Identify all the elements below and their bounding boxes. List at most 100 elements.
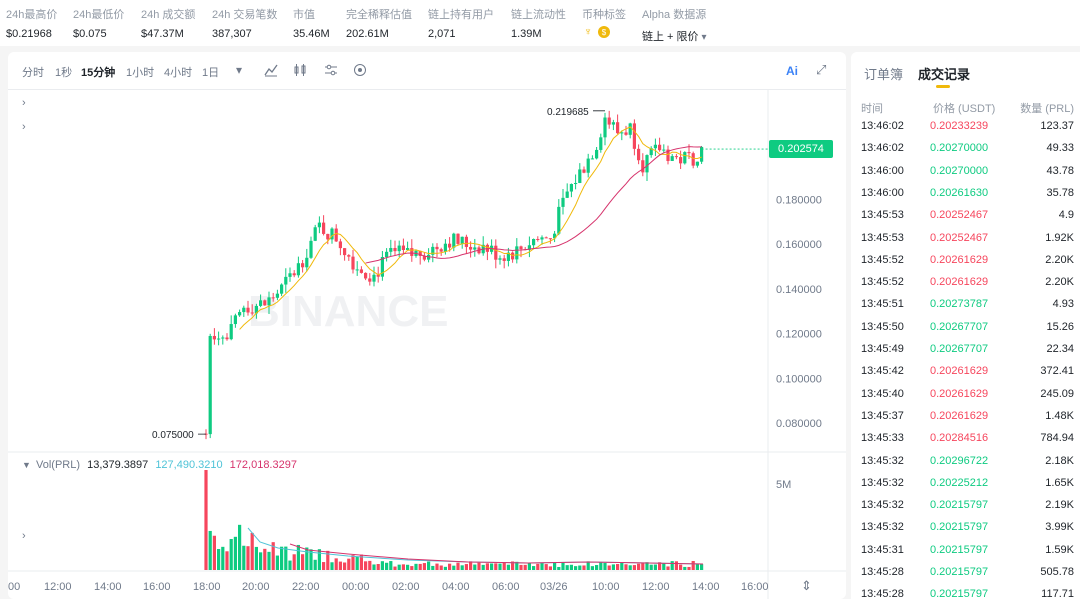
indicator-icon[interactable] bbox=[264, 63, 278, 77]
trade-price: 0.20270000 bbox=[930, 164, 989, 177]
trade-amount: 35.78 bbox=[1046, 186, 1074, 199]
token-tags: ♆ $ bbox=[582, 26, 626, 38]
trade-amount: 4.9 bbox=[1058, 209, 1074, 222]
candle-body bbox=[536, 238, 540, 240]
volume-legend: ▼ Vol(PRL) 13,379.3897 127,490.3210 172,… bbox=[22, 459, 297, 471]
volume-bar bbox=[254, 546, 258, 570]
chevron-right-icon[interactable]: › bbox=[22, 530, 26, 542]
candle-body bbox=[565, 191, 569, 198]
candle-body bbox=[624, 132, 628, 135]
volume-bar bbox=[221, 546, 225, 570]
candle-body bbox=[439, 249, 443, 252]
volume-bar bbox=[511, 561, 515, 570]
candle-type-icon[interactable] bbox=[293, 63, 307, 77]
ai-button[interactable]: Ai bbox=[786, 64, 798, 78]
candle-body bbox=[368, 278, 372, 282]
candle-body bbox=[595, 149, 599, 159]
trade-time: 13:45:28 bbox=[861, 566, 904, 578]
volume-bar bbox=[469, 561, 473, 570]
volume-bar bbox=[574, 566, 578, 570]
volume-bar bbox=[645, 562, 649, 570]
volume-bar bbox=[397, 564, 401, 570]
volume-bar bbox=[670, 561, 674, 570]
trade-amount: 505.78 bbox=[1040, 566, 1074, 578]
trade-amount: 117.71 bbox=[1041, 588, 1074, 599]
trade-time: 13:45:52 bbox=[861, 253, 904, 266]
trade-amount: 2.18K bbox=[1045, 454, 1074, 467]
volume-bar bbox=[389, 561, 393, 570]
candle-body bbox=[334, 228, 338, 242]
volume-bar bbox=[641, 562, 645, 570]
interval-option[interactable]: 分时 bbox=[22, 67, 44, 79]
volume-bar bbox=[557, 566, 561, 570]
stat-value: 35.46M bbox=[293, 28, 330, 40]
candle-body bbox=[574, 182, 578, 185]
volume-bar bbox=[502, 562, 506, 570]
candle-body bbox=[569, 184, 573, 192]
candle-body bbox=[292, 273, 296, 276]
trade-time: 13:45:28 bbox=[861, 588, 904, 599]
volume-bar bbox=[607, 565, 611, 570]
volume-bar bbox=[595, 565, 599, 570]
candle-body bbox=[637, 148, 641, 161]
candle-body bbox=[548, 238, 552, 240]
candle-body bbox=[242, 307, 246, 313]
candle-body bbox=[338, 241, 342, 249]
volume-bar bbox=[519, 564, 523, 570]
candle-body bbox=[317, 222, 321, 228]
y-tick-label: 0.180000 bbox=[776, 194, 822, 206]
interval-option[interactable]: 1秒 bbox=[55, 67, 73, 79]
data-source-select[interactable]: 链上 + 限价 bbox=[642, 28, 707, 44]
chevron-right-icon[interactable]: › bbox=[22, 97, 26, 109]
trade-amount: 784.94 bbox=[1040, 432, 1074, 445]
candle-body bbox=[561, 197, 565, 207]
candle-body bbox=[632, 123, 636, 149]
candle-body bbox=[649, 148, 653, 156]
fullscreen-icon[interactable]: ⤢ bbox=[816, 62, 827, 77]
volume-bar bbox=[616, 564, 620, 570]
interval-option[interactable]: 1日 bbox=[202, 67, 220, 79]
volume-bar bbox=[586, 561, 590, 570]
collapse-icon[interactable]: ▼ bbox=[22, 460, 31, 470]
interval-option[interactable]: 15分钟 bbox=[81, 67, 116, 79]
trade-price: 0.20225212 bbox=[930, 476, 989, 489]
volume-bar bbox=[250, 532, 254, 570]
volume-bar bbox=[565, 565, 569, 570]
volume-bar bbox=[322, 562, 326, 570]
trade-row: 13:45:32 0.20215797 3.99K bbox=[851, 517, 1080, 539]
volume-ma-line bbox=[247, 527, 704, 565]
y-tick-label: 0.160000 bbox=[776, 239, 822, 251]
scale-toggle-icon: ⇕ bbox=[801, 578, 812, 593]
target-icon[interactable] bbox=[353, 63, 367, 77]
interval-option[interactable]: 1小时 bbox=[126, 67, 155, 79]
candle-body bbox=[645, 155, 649, 173]
trade-row: 13:45:40 0.20261629 245.09 bbox=[851, 384, 1080, 406]
volume-bar bbox=[658, 562, 662, 570]
candle-body bbox=[540, 237, 544, 240]
candle-body bbox=[355, 269, 359, 271]
stat-value: 387,307 bbox=[212, 28, 252, 40]
trade-amount: 49.33 bbox=[1046, 142, 1074, 155]
tab-trade-history[interactable]: 成交记录 bbox=[918, 67, 971, 82]
header-amount: 数量 (PRL) bbox=[1020, 103, 1074, 115]
volume-bar bbox=[242, 545, 246, 570]
tab-order-book[interactable]: 订单簿 bbox=[864, 67, 904, 82]
stat-value: $47.37M bbox=[141, 28, 184, 40]
more-intervals-icon[interactable]: ▾ bbox=[235, 63, 243, 77]
volume-bar bbox=[292, 554, 296, 570]
candlestick-chart[interactable]: BINANCE0.1800000.1600000.1400000.1200000… bbox=[8, 90, 846, 599]
candle-body bbox=[431, 246, 435, 255]
settings-sliders-icon[interactable] bbox=[324, 63, 338, 77]
interval-option[interactable]: 4小时 bbox=[164, 67, 193, 79]
trade-time: 13:45:53 bbox=[861, 209, 904, 222]
volume-bar bbox=[393, 566, 397, 570]
trade-row: 13:45:53 0.20252467 1.92K bbox=[851, 228, 1080, 250]
stat-item: Alpha 数据源 链上 + 限价 bbox=[642, 6, 707, 44]
candle-body bbox=[616, 122, 620, 134]
volume-bar bbox=[368, 560, 372, 570]
volume-bar bbox=[280, 546, 284, 570]
chevron-right-icon[interactable]: › bbox=[22, 121, 26, 133]
volume-bar bbox=[603, 562, 607, 570]
candle-body bbox=[582, 169, 586, 173]
volume-bar bbox=[435, 563, 439, 570]
